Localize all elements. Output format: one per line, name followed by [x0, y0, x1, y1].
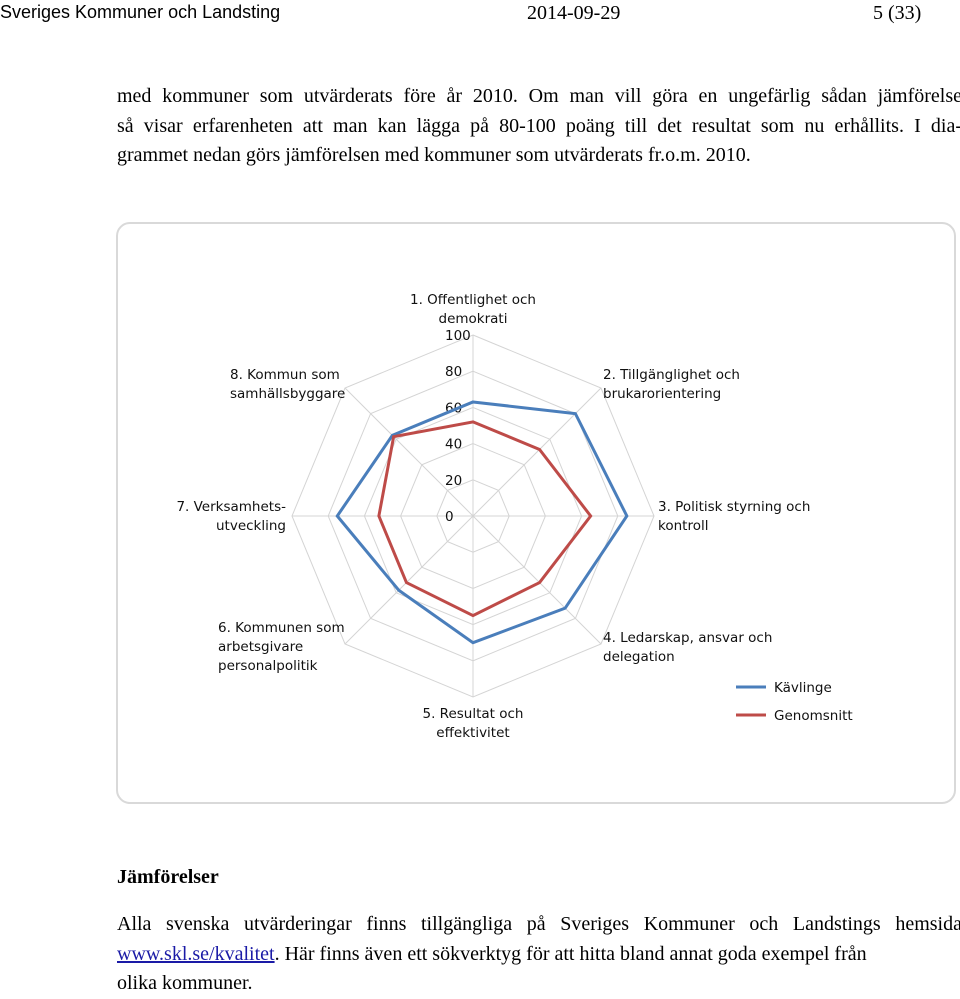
section-line: olika kommuner.	[117, 972, 253, 994]
axis-label: 8. Kommun som	[230, 367, 340, 383]
grid-spoke	[472, 387, 602, 517]
axis-label: 6. Kommunen som	[218, 620, 345, 636]
axis-label: kontroll	[658, 518, 708, 534]
series-line-0	[335, 400, 629, 645]
grid-spoke	[472, 515, 602, 645]
axis-label: demokrati	[439, 311, 508, 327]
axis-label: effektivitet	[436, 725, 509, 741]
intro-line: så visar erfarenheten att man kan lägga …	[117, 114, 960, 137]
radar-chart-frame: 0 20 40 60 80 100 1. Offentlighet och demokrati…	[116, 222, 956, 804]
axis-label: delegation	[603, 649, 675, 665]
axis-label: arbetsgivare	[218, 639, 303, 655]
intro-line: med kommuner som utvärderats före år 201…	[117, 85, 960, 107]
page-header: Sveriges Kommuner och Landsting 2014-09-…	[0, 2, 960, 26]
tick-label: 0	[445, 509, 454, 525]
axis-label: samhällsbyggare	[230, 386, 345, 402]
axis-label: 7. Verksamhets-	[176, 499, 286, 515]
tick-label: 40	[445, 437, 462, 453]
section-title: Jämförelser	[117, 866, 219, 888]
tick-label: 80	[445, 364, 462, 380]
axis-label: 3. Politisk styrning och	[658, 499, 810, 515]
grid-spoke	[344, 387, 474, 517]
section-line: Alla svenska utvärderingar finns tillgän…	[117, 913, 960, 935]
header-org: Sveriges Kommuner och Landsting	[0, 2, 281, 22]
skl-link[interactable]: www.skl.se/kvalitet	[117, 942, 275, 965]
section-line-rest: . Här finns även ett sökverktyg för att …	[274, 942, 867, 965]
axis-label: brukarorientering	[603, 386, 721, 402]
series-line-1	[377, 420, 593, 618]
axis-label: 1. Offentlighet och	[410, 292, 536, 308]
section-paragraph: Alla svenska utvärderingar finns tillgän…	[117, 910, 960, 999]
intro-paragraph: med kommuner som utvärderats före år 201…	[117, 82, 960, 171]
header-page-number: 5 (33)	[873, 2, 922, 24]
axis-label: utveckling	[216, 518, 286, 534]
intro-line: grammet nedan görs jämförelsen med kommu…	[117, 144, 751, 166]
legend-entry: Genomsnitt	[774, 708, 853, 724]
tick-label: 100	[445, 328, 471, 344]
header-date: 2014-09-29	[527, 2, 621, 24]
axis-label: 5. Resultat och	[423, 706, 524, 722]
axis-label: personalpolitik	[218, 658, 318, 674]
tick-label: 20	[445, 473, 462, 489]
axis-label: 4. Ledarskap, ansvar och	[603, 630, 772, 646]
axis-label: 2. Tillgänglighet och	[603, 367, 740, 383]
legend-entry: Kävlinge	[774, 680, 832, 696]
grid-spoke	[344, 515, 474, 645]
